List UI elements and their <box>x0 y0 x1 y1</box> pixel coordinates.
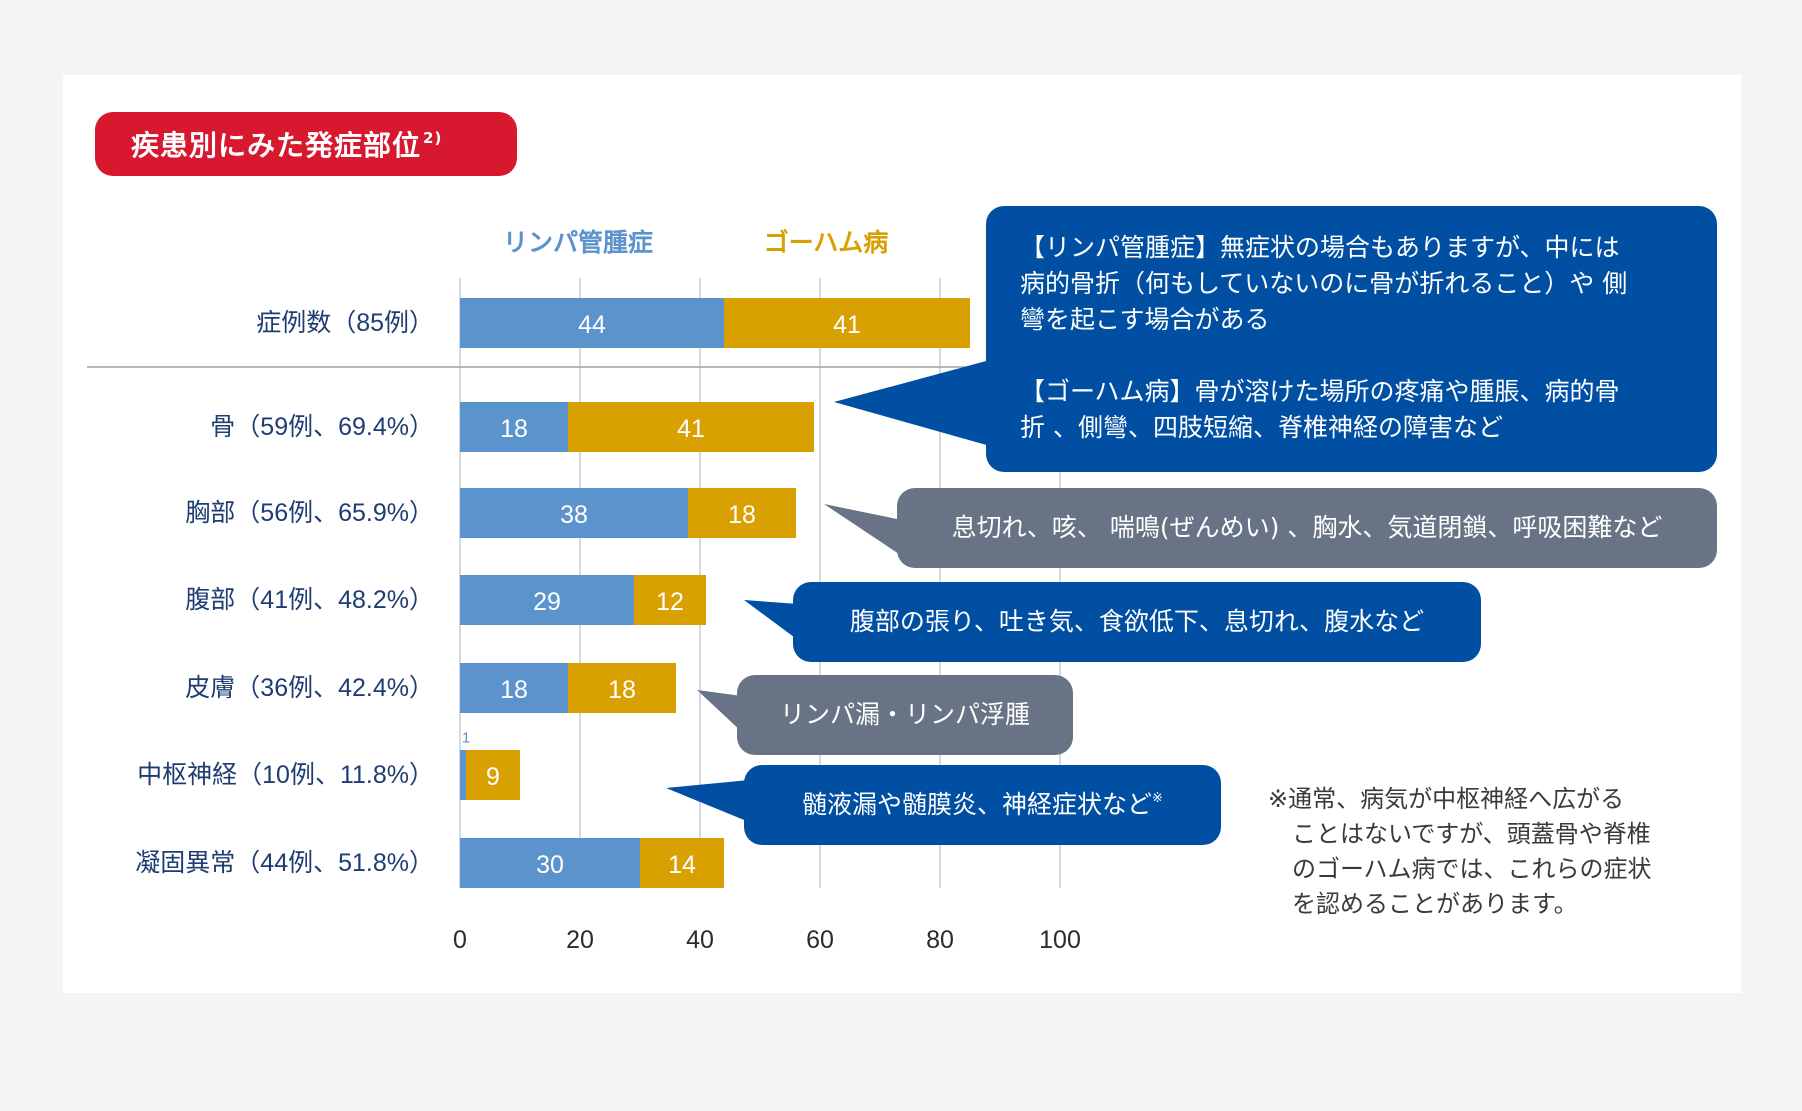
bar-lymph <box>460 488 688 538</box>
bar-value-label: 30 <box>536 851 564 879</box>
callout-bone-line: 【ゴーハム病】骨が溶けた場所の疼痛や腫脹、病的骨 <box>1020 377 1620 406</box>
x-tick-label: 0 <box>453 926 467 954</box>
bar-lymph <box>460 838 640 888</box>
bar-gorham <box>724 298 970 348</box>
bar-gorham <box>568 402 814 452</box>
callout-skin-text: リンパ漏・リンパ浮腫 <box>779 700 1030 729</box>
bar-value-label: 18 <box>500 415 528 443</box>
callout-pointer-skin <box>697 690 742 732</box>
bar-value-label: 1 <box>462 730 470 747</box>
callout-cns-mark: ※ <box>1152 791 1163 806</box>
footnote-line: ことはないですが、頭蓋骨や脊椎 <box>1292 820 1651 848</box>
bar-value-label: 18 <box>728 501 756 529</box>
legend-gorham: ゴーハム病 <box>764 228 889 257</box>
bar-lymph <box>460 402 568 452</box>
x-tick-label: 20 <box>566 926 594 954</box>
callout-abdomen-text: 腹部の張り、吐き気、食欲低下、息切れ、腹水など <box>849 607 1425 636</box>
title-reference: 2) <box>423 129 443 147</box>
category-label: 骨（59例、69.4%） <box>210 413 434 441</box>
callout-bone: 【リンパ管腫症】無症状の場合もありますが、中には 病的骨折（何もしていないのに骨… <box>986 206 1717 472</box>
callout-pointer-bone <box>834 360 990 446</box>
callout-abdomen: 腹部の張り、吐き気、食欲低下、息切れ、腹水など <box>793 582 1481 662</box>
bar-value-label: 44 <box>578 311 606 339</box>
category-label: 皮膚（36例、42.4%） <box>185 674 434 702</box>
category-label: 腹部（41例、48.2%） <box>185 586 434 614</box>
bar-value-label: 29 <box>533 588 561 616</box>
callout-pointer-abdomen <box>744 600 798 640</box>
bar-value-label: 41 <box>833 311 861 339</box>
bar-layer <box>460 298 970 888</box>
callout-pointer-cns <box>666 780 749 822</box>
title-badge: 疾患別にみた発症部位 2) <box>95 112 517 176</box>
callout-bone-line: 彎を起こす場合がある <box>1020 305 1270 334</box>
bar-value-label: 9 <box>486 763 500 791</box>
x-tick-label: 40 <box>686 926 714 954</box>
footnote-line: のゴーハム病では、これらの症状 <box>1292 855 1652 883</box>
bar-value-label: 14 <box>668 851 696 879</box>
bar-lymph <box>460 663 568 713</box>
bar-lymph <box>460 575 634 625</box>
category-label: 胸部（56例、65.9%） <box>185 499 434 527</box>
bar-gorham <box>640 838 724 888</box>
callout-bone-line: 病的骨折（何もしていないのに骨が折れること）や 側 <box>1020 269 1628 298</box>
footnote-line: を認めることがあります。 <box>1292 890 1578 918</box>
callout-pointer-chest <box>824 504 902 556</box>
footnote: ※通常、病気が中枢神経へ広がる ことはないですが、頭蓋骨や脊椎 のゴーハム病では… <box>1268 782 1708 922</box>
bar-value-label: 18 <box>608 676 636 704</box>
callout-chest-text: 息切れ、咳、 喘鳴(ぜんめい) 、胸水、気道閉鎖、呼吸困難など <box>951 513 1663 542</box>
chart-title: 疾患別にみた発症部位 <box>131 129 422 162</box>
bar-gorham <box>466 750 520 800</box>
callout-cns: 髄液漏や髄膜炎、神経症状など ※ <box>744 765 1221 845</box>
callout-pointers <box>666 360 990 822</box>
bar-value-label: 18 <box>500 676 528 704</box>
callout-cns-text: 髄液漏や髄膜炎、神経症状など <box>802 790 1153 819</box>
x-tick-label: 80 <box>926 926 954 954</box>
bar-gorham <box>568 663 676 713</box>
bar-gorham <box>688 488 796 538</box>
bar-value-label: 41 <box>677 415 705 443</box>
bar-gorham <box>634 575 706 625</box>
category-label: 凝固異常（44例、51.8%） <box>135 849 434 877</box>
legend-lymph: リンパ管腫症 <box>503 228 653 257</box>
x-tick-label: 60 <box>806 926 834 954</box>
callout-skin: リンパ漏・リンパ浮腫 <box>737 675 1073 755</box>
category-label: 症例数（85例） <box>256 309 434 337</box>
callout-bone-line: 【リンパ管腫症】無症状の場合もありますが、中には <box>1020 233 1620 262</box>
callout-chest: 息切れ、咳、 喘鳴(ぜんめい) 、胸水、気道閉鎖、呼吸困難など <box>897 488 1717 568</box>
footnote-line: ※通常、病気が中枢神経へ広がる <box>1268 785 1625 813</box>
bar-value-label: 38 <box>560 501 588 529</box>
x-tick-label: 100 <box>1039 926 1081 954</box>
category-label: 中枢神経（10例、11.8%） <box>137 761 434 789</box>
bar-lymph <box>460 298 724 348</box>
bar-lymph <box>460 750 466 800</box>
callout-bone-line: 折 、側彎、四肢短縮、脊椎神経の障害など <box>1020 413 1503 442</box>
bar-value-label: 12 <box>656 588 684 616</box>
